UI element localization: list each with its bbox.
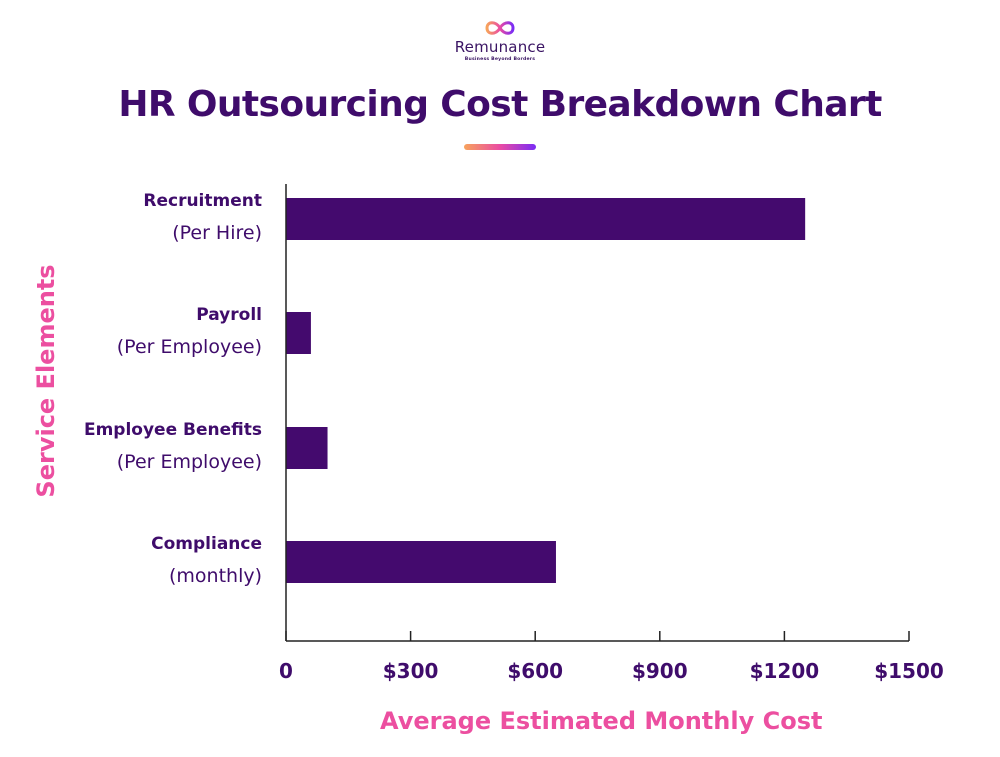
category-sublabel: (monthly) [169,565,262,587]
brand-name: Remunance [454,38,546,56]
x-axis-title: Average Estimated Monthly Cost [380,707,823,735]
page-title: HR Outsourcing Cost Breakdown Chart [118,84,882,125]
category-sublabel: (Per Employee) [117,451,262,473]
x-tick-label: $1200 [750,659,820,683]
x-tick-label: $900 [632,659,688,683]
category-label: Recruitment [143,191,262,211]
x-tick-label: $300 [383,659,439,683]
category-label: Compliance [151,534,262,554]
category-sublabel: (Per Employee) [117,336,262,358]
bar-employee-benefits [286,427,328,469]
x-tick-label: $1500 [874,659,944,683]
category-sublabel: (Per Hire) [172,222,262,244]
infinity-logo-icon [485,21,515,35]
title-underline [464,144,536,150]
bar-payroll [286,312,311,354]
brand-tagline: Business Beyond Borders [464,57,536,62]
bar-compliance [286,541,556,583]
bar-recruitment [286,198,806,240]
brand-logo: Remunance Business Beyond Borders [0,18,1000,62]
x-tick-label: $600 [507,659,563,683]
x-tick-label: 0 [279,659,293,683]
category-label: Payroll [196,305,262,325]
category-label: Employee Benefits [84,420,262,440]
